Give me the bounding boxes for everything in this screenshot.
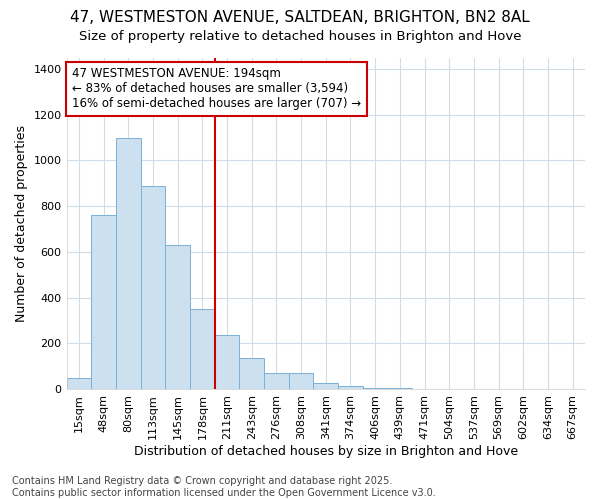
Text: Contains HM Land Registry data © Crown copyright and database right 2025.
Contai: Contains HM Land Registry data © Crown c… xyxy=(12,476,436,498)
Bar xyxy=(239,358,264,389)
Bar xyxy=(140,186,165,389)
Bar xyxy=(67,378,91,389)
Y-axis label: Number of detached properties: Number of detached properties xyxy=(15,125,28,322)
Bar xyxy=(313,384,338,389)
Bar xyxy=(215,336,239,389)
Bar xyxy=(116,138,140,389)
Bar xyxy=(91,216,116,389)
Bar xyxy=(388,388,412,389)
X-axis label: Distribution of detached houses by size in Brighton and Hove: Distribution of detached houses by size … xyxy=(134,444,518,458)
Text: 47, WESTMESTON AVENUE, SALTDEAN, BRIGHTON, BN2 8AL: 47, WESTMESTON AVENUE, SALTDEAN, BRIGHTO… xyxy=(70,10,530,25)
Text: 47 WESTMESTON AVENUE: 194sqm
← 83% of detached houses are smaller (3,594)
16% of: 47 WESTMESTON AVENUE: 194sqm ← 83% of de… xyxy=(72,68,361,110)
Bar xyxy=(165,245,190,389)
Bar xyxy=(363,388,388,389)
Bar xyxy=(338,386,363,389)
Bar xyxy=(264,373,289,389)
Bar xyxy=(289,373,313,389)
Bar xyxy=(190,309,215,389)
Text: Size of property relative to detached houses in Brighton and Hove: Size of property relative to detached ho… xyxy=(79,30,521,43)
